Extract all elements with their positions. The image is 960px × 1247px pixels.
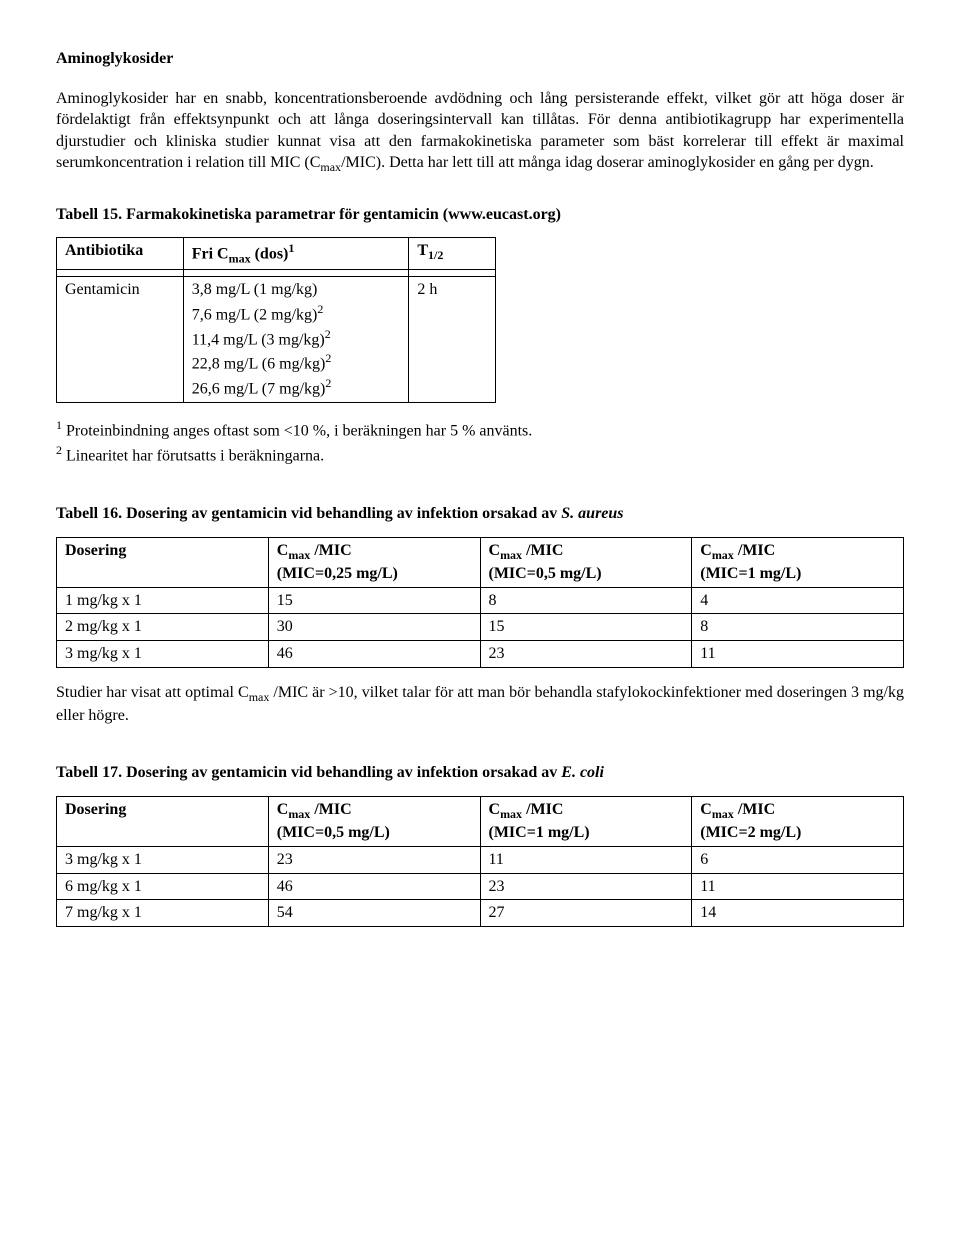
table-15-caption: Tabell 15. Farmakokinetiska parametrar f… [56,204,904,226]
table-row: 3 mg/kg x 123116 [57,847,904,874]
table-cell: 2 mg/kg x 1 [57,614,269,641]
table-15: Antibiotika Fri Cmax (dos)1 T1/2 Gentami… [56,237,496,403]
table-cell: 6 mg/kg x 1 [57,873,269,900]
table-cell: 11 [480,847,692,874]
table-16-body: 1 mg/kg x 115842 mg/kg x 1301583 mg/kg x… [57,587,904,667]
table-cell: 11 [692,873,904,900]
table-15-footnote-1: 1 Proteinbindning anges oftast som <10 %… [56,417,904,442]
table-16-head-c3: Cmax /MIC(MIC=0,5 mg/L) [480,537,692,587]
table-15-head-c3: T1/2 [409,238,496,270]
section-title: Aminoglykosider [56,48,904,70]
table-16-block: Tabell 16. Dosering av gentamicin vid be… [56,503,904,726]
table-cell: 3 mg/kg x 1 [57,847,269,874]
table-15-row-c1: Gentamicin [57,277,184,403]
table-cell: 14 [692,900,904,927]
intro-paragraph: Aminoglykosider har en snabb, koncentrat… [56,88,904,176]
table-cell: 15 [480,614,692,641]
table-17-head-c4: Cmax /MIC(MIC=2 mg/L) [692,797,904,847]
table-cell: 6 [692,847,904,874]
table-17: Dosering Cmax /MIC(MIC=0,5 mg/L) Cmax /M… [56,796,904,927]
table-17-body: 3 mg/kg x 1231166 mg/kg x 14623117 mg/kg… [57,847,904,927]
table-16-paragraph: Studier har visat att optimal Cmax /MIC … [56,682,904,727]
table-17-head-c3: Cmax /MIC(MIC=1 mg/L) [480,797,692,847]
table-cell: 54 [268,900,480,927]
table-17-caption: Tabell 17. Dosering av gentamicin vid be… [56,762,904,784]
table-cell: 15 [268,587,480,614]
table-15-row-c3: 2 h [409,277,496,403]
table-15-footnote-2: 2 Linearitet har förutsatts i beräkninga… [56,442,904,467]
table-16-head-c1: Dosering [57,537,269,587]
table-cell: 8 [692,614,904,641]
table-cell: 46 [268,640,480,667]
table-row: 6 mg/kg x 1462311 [57,873,904,900]
table-15-row-c2: 3,8 mg/L (1 mg/kg)7,6 mg/L (2 mg/kg)211,… [183,277,409,403]
table-16-caption: Tabell 16. Dosering av gentamicin vid be… [56,503,904,525]
table-15-block: Tabell 15. Farmakokinetiska parametrar f… [56,204,904,467]
table-cell: 23 [480,640,692,667]
table-cell: 7 mg/kg x 1 [57,900,269,927]
table-cell: 11 [692,640,904,667]
table-row: 7 mg/kg x 1542714 [57,900,904,927]
table-16: Dosering Cmax /MIC(MIC=0,25 mg/L) Cmax /… [56,537,904,668]
table-17-head-c1: Dosering [57,797,269,847]
table-16-head-c4: Cmax /MIC(MIC=1 mg/L) [692,537,904,587]
table-row: 1 mg/kg x 11584 [57,587,904,614]
table-15-head-c2: Fri Cmax (dos)1 [183,238,409,270]
table-row: 2 mg/kg x 130158 [57,614,904,641]
table-cell: 23 [480,873,692,900]
table-row: 3 mg/kg x 1462311 [57,640,904,667]
table-15-footnotes: 1 Proteinbindning anges oftast som <10 %… [56,417,904,467]
table-16-head-c2: Cmax /MIC(MIC=0,25 mg/L) [268,537,480,587]
table-cell: 8 [480,587,692,614]
table-cell: 3 mg/kg x 1 [57,640,269,667]
table-15-head-c1: Antibiotika [57,238,184,270]
table-cell: 1 mg/kg x 1 [57,587,269,614]
table-cell: 30 [268,614,480,641]
table-17-head-c2: Cmax /MIC(MIC=0,5 mg/L) [268,797,480,847]
table-cell: 27 [480,900,692,927]
table-cell: 4 [692,587,904,614]
table-cell: 46 [268,873,480,900]
table-17-block: Tabell 17. Dosering av gentamicin vid be… [56,762,904,926]
table-cell: 23 [268,847,480,874]
